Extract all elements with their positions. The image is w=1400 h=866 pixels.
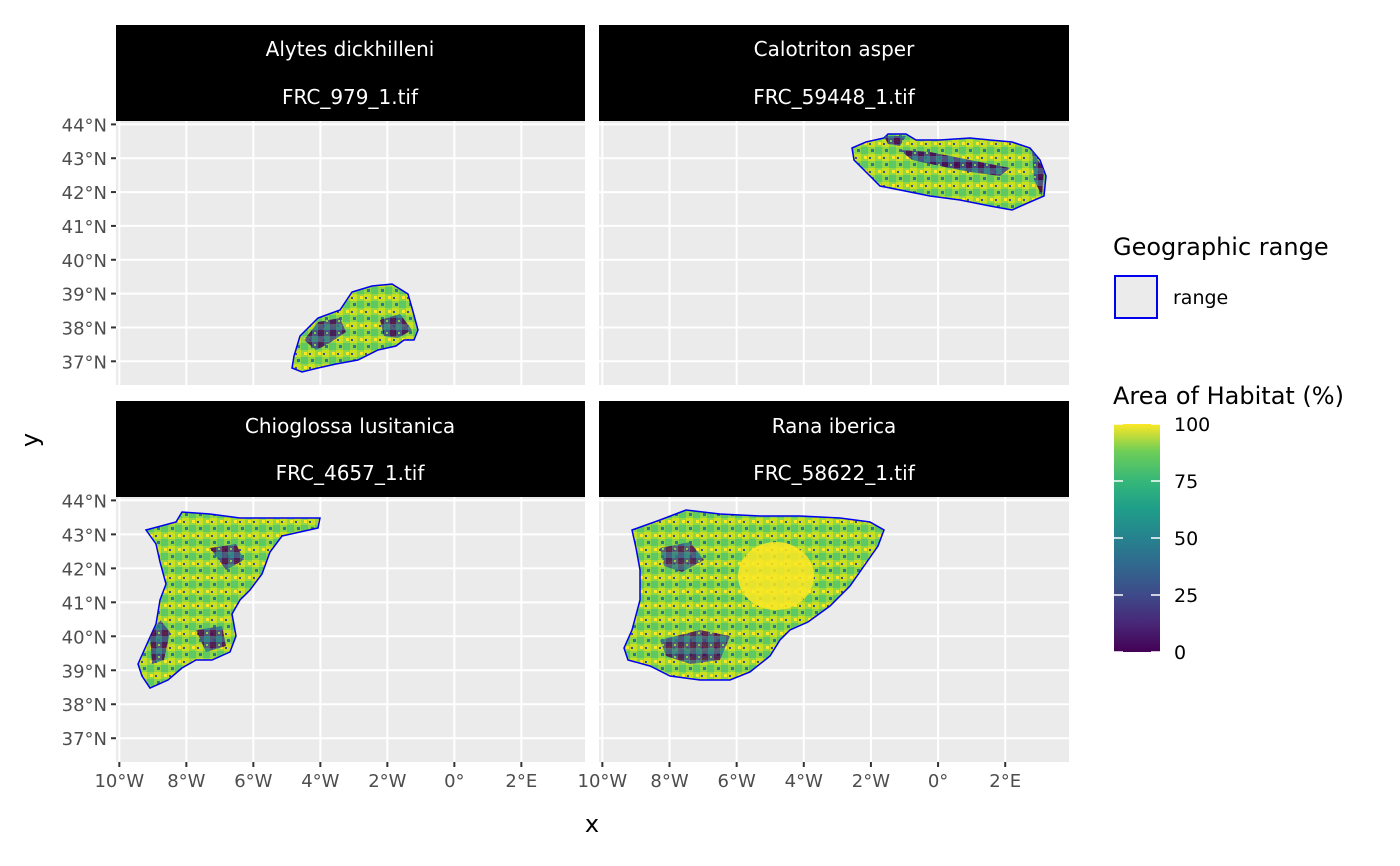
y-tick-label: 37°N — [62, 352, 107, 373]
colorbar-tick-label: 25 — [1174, 585, 1198, 607]
facet-strip — [599, 25, 1069, 121]
y-tick-label: 40°N — [62, 251, 107, 272]
x-axis-right: 10°W 8°W 6°W 4°W 2°W 0° 2°E — [578, 762, 1021, 792]
x-tick-label: 6°W — [234, 771, 272, 792]
y-tick-label: 42°N — [62, 183, 107, 204]
y-tick-label: 44°N — [62, 491, 107, 512]
strip-species-label: Calotriton asper — [754, 37, 915, 61]
y-tick-label: 38°N — [62, 695, 107, 716]
x-tick-label: 4°W — [785, 771, 823, 792]
colorbar-ticks: 0 25 50 75 100 — [1114, 414, 1210, 664]
colorbar-tick-label: 75 — [1174, 471, 1198, 493]
x-tick-label: 2°W — [852, 771, 890, 792]
colorbar-tick-label: 100 — [1174, 414, 1210, 436]
strip-species-label: Chioglossa lusitanica — [245, 414, 455, 438]
x-tick-label: 10°W — [94, 771, 144, 792]
colorbar-tick-label: 50 — [1174, 528, 1198, 550]
y-tick-label: 43°N — [62, 149, 107, 170]
strip-file-label: FRC_979_1.tif — [282, 85, 419, 109]
y-axis-bottom: 37°N 38°N 39°N 40°N 41°N 42°N 43°N 44°N — [62, 491, 116, 750]
x-tick-label: 8°W — [650, 771, 688, 792]
x-tick-label: 2°E — [505, 771, 537, 792]
strip-species-label: Rana iberica — [772, 414, 897, 438]
strip-species-label: Alytes dickhilleni — [266, 37, 435, 61]
x-tick-label: 0° — [928, 771, 948, 792]
x-tick-label: 6°W — [718, 771, 756, 792]
habitat-raster-low — [884, 136, 1044, 196]
y-tick-label: 39°N — [62, 285, 107, 306]
strip-file-label: FRC_4657_1.tif — [276, 461, 426, 485]
x-axis-title: x — [585, 810, 599, 838]
facet-strip — [599, 401, 1069, 497]
x-tick-label: 4°W — [301, 771, 339, 792]
y-axis-top: 37°N 38°N 39°N 40°N 41°N 42°N 43°N 44°N — [62, 115, 116, 373]
habitat-raster-low — [660, 542, 730, 664]
y-tick-label: 41°N — [62, 217, 107, 238]
legend-habitat-title: Area of Habitat (%) — [1113, 382, 1344, 410]
strip-file-label: FRC_58622_1.tif — [753, 461, 915, 485]
panel-grid — [116, 497, 585, 762]
strip-file-label: FRC_59448_1.tif — [753, 85, 915, 109]
legend-range-label: range — [1173, 287, 1228, 309]
habitat-raster — [851, 133, 1047, 211]
x-axis-left: 10°W 8°W 6°W 4°W 2°W 0° 2°E — [94, 762, 537, 792]
habitat-raster — [291, 283, 419, 373]
habitat-raster-low — [304, 314, 412, 350]
x-tick-label: 0° — [444, 771, 464, 792]
legend-geographic-range: Geographic range range — [1113, 233, 1329, 319]
facet-panel-rana-iberica: Rana iberica FRC_58622_1.tif — [599, 401, 1069, 762]
x-tick-label: 2°W — [368, 771, 406, 792]
y-tick-label: 43°N — [62, 525, 107, 546]
x-tick-label: 2°E — [989, 771, 1021, 792]
y-tick-label: 37°N — [62, 729, 107, 750]
y-tick-label: 41°N — [62, 593, 107, 614]
legend-area-of-habitat: Area of Habitat (%) 0 25 50 75 100 — [1113, 382, 1344, 664]
habitat-raster-high — [738, 542, 814, 610]
facet-panel-calotriton-asper: Calotriton asper FRC_59448_1.tif — [599, 25, 1069, 385]
y-tick-label: 42°N — [62, 559, 107, 580]
x-tick-label: 10°W — [578, 771, 628, 792]
y-tick-label: 44°N — [62, 115, 107, 136]
legend-range-key — [1114, 275, 1158, 319]
facet-panel-alytes-dickhilleni: Alytes dickhilleni FRC_979_1.tif — [116, 25, 585, 385]
colorbar-tick-label: 0 — [1174, 642, 1186, 664]
x-tick-label: 8°W — [167, 771, 205, 792]
y-axis-title: y — [16, 433, 44, 447]
facet-panel-chioglossa-lusitanica: Chioglossa lusitanica FRC_4657_1.tif — [116, 401, 585, 762]
habitat-raster — [137, 511, 321, 689]
y-tick-label: 40°N — [62, 627, 107, 648]
y-tick-label: 38°N — [62, 318, 107, 339]
facet-strip — [116, 401, 585, 497]
facet-strip — [116, 25, 585, 121]
legend-range-title: Geographic range — [1113, 233, 1329, 261]
y-tick-label: 39°N — [62, 661, 107, 682]
habitat-raster-low — [150, 544, 244, 664]
